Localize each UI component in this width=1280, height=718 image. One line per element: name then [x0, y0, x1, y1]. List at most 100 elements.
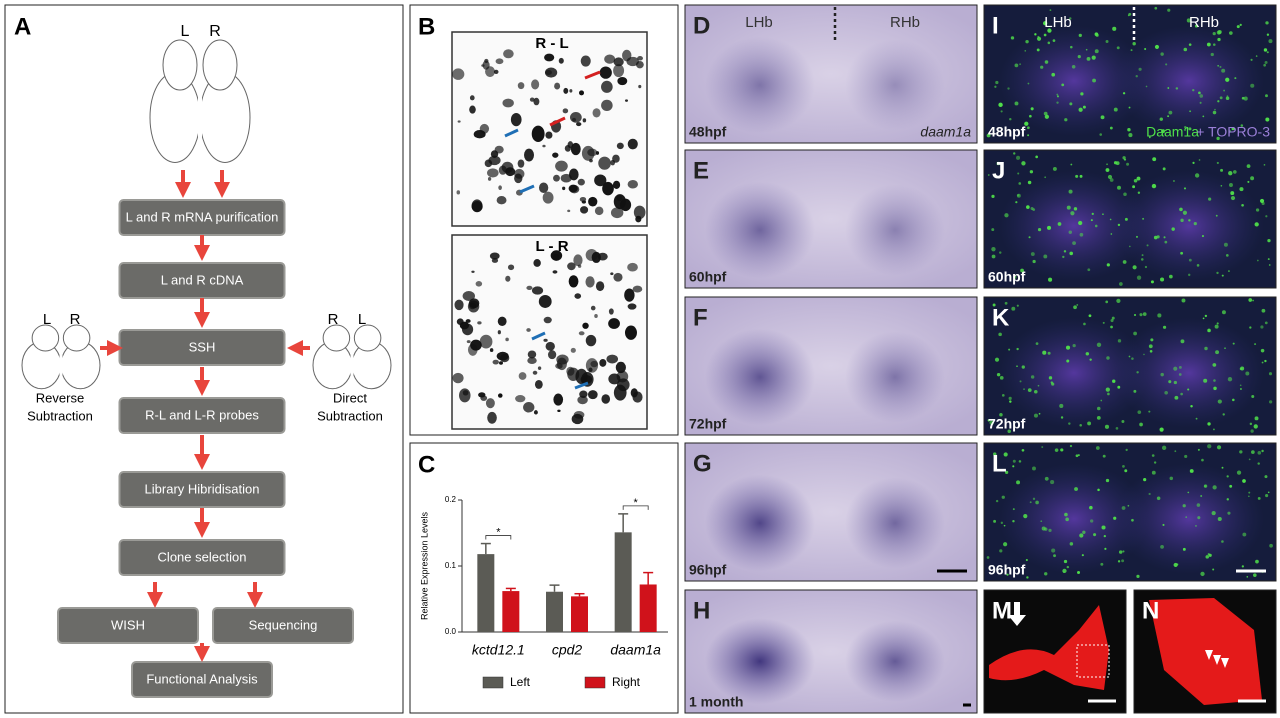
stage-label: 72hpf: [988, 416, 1026, 432]
signal-dot: [1268, 39, 1273, 44]
step-box: [118, 471, 286, 508]
blot-spot: [514, 168, 525, 179]
signal-dot: [996, 372, 1001, 377]
step-text: L and R mRNA purification: [126, 209, 279, 224]
signal-dot: [1001, 495, 1005, 499]
signal-dot: [1242, 479, 1246, 483]
blot-spot: [531, 286, 544, 295]
signal-dot: [1018, 182, 1022, 185]
signal-dot: [1036, 36, 1042, 41]
signal-dot: [1030, 207, 1034, 211]
signal-dot: [1266, 33, 1270, 36]
signal-dot: [1167, 87, 1170, 89]
signal-dot: [993, 519, 997, 523]
blot-spot: [526, 285, 533, 290]
signal-dot: [1012, 459, 1016, 463]
signal-dot: [1104, 424, 1110, 429]
signal-dot: [1267, 258, 1270, 261]
signal-dot: [1201, 234, 1205, 238]
y-axis-label: Relative Expression Levels: [419, 511, 429, 620]
signal-dot: [1132, 265, 1137, 270]
signal-dot: [1053, 554, 1056, 558]
signal-dot: [1241, 96, 1245, 100]
signal-dot: [1063, 250, 1067, 253]
signal-dot: [1223, 89, 1226, 92]
signal-dot: [1263, 48, 1268, 52]
signal-dot: [1048, 528, 1052, 533]
signal-dot: [1105, 387, 1110, 392]
signal-dot: [1012, 508, 1015, 511]
signal-dot: [1210, 52, 1214, 57]
blot-spot: [624, 325, 637, 340]
signal-dot: [1089, 358, 1092, 361]
signal-dot: [1016, 480, 1021, 485]
signal-dot: [1117, 385, 1121, 389]
signal-dot: [1139, 313, 1143, 317]
signal-dot: [1136, 371, 1139, 374]
brain-drawing: [31, 324, 60, 352]
signal-dot: [1069, 17, 1072, 20]
blot-spot: [544, 53, 555, 62]
signal-dot: [1182, 547, 1186, 551]
signal-dot: [1092, 78, 1096, 83]
blot-spot: [581, 145, 595, 161]
signal-dot: [1059, 403, 1064, 408]
blot-spot: [599, 359, 607, 367]
y-tick-label: 0.1: [445, 561, 457, 570]
signal-dot: [1094, 224, 1098, 228]
blot-spot: [507, 264, 515, 271]
signal-dot: [1265, 118, 1268, 121]
signal-dot: [1263, 63, 1266, 67]
signal-dot: [1217, 100, 1220, 103]
signal-dot: [1157, 313, 1162, 318]
signal-dot: [1124, 469, 1128, 473]
blot-spot: [637, 56, 644, 61]
signal-dot: [1226, 498, 1229, 501]
blot-spot: [471, 200, 483, 212]
signal-dot: [1169, 476, 1174, 481]
signal-dot: [1089, 505, 1093, 510]
signal-dot: [1128, 106, 1131, 109]
signal-dot: [1187, 388, 1190, 391]
signal-dot: [1189, 110, 1192, 113]
signal-dot: [1027, 180, 1032, 185]
signal-dot: [1032, 466, 1036, 471]
signal-dot: [1051, 548, 1056, 553]
signal-dot: [1046, 225, 1052, 230]
signal-dot: [1216, 136, 1220, 141]
signal-dot: [1159, 117, 1164, 121]
signal-dot: [1019, 63, 1022, 66]
signal-dot: [991, 228, 995, 232]
blot-spot: [582, 322, 589, 329]
signal-dot: [1255, 208, 1260, 212]
signal-dot: [1110, 325, 1113, 329]
signal-dot: [1164, 391, 1168, 395]
step-text: L and R cDNA: [161, 272, 244, 287]
signal-dot: [1141, 254, 1144, 257]
signal-dot: [989, 420, 994, 425]
signal-dot: [1070, 163, 1073, 166]
signal-dot: [1119, 282, 1123, 286]
blot-spot: [554, 82, 561, 90]
signal-dot: [1204, 314, 1208, 318]
signal-dot: [1230, 196, 1236, 201]
signal-dot: [1267, 491, 1270, 494]
signal-dot: [1260, 348, 1265, 353]
signal-dot: [1048, 376, 1053, 380]
blot-spot: [497, 393, 503, 398]
signal-dot: [1197, 516, 1201, 520]
signal-dot: [1232, 398, 1235, 402]
blot-spot: [558, 57, 564, 64]
signal-dot: [1253, 573, 1257, 577]
region-label: RHb: [1189, 14, 1219, 31]
signal-dot: [1202, 115, 1205, 118]
signal-dot: [1074, 487, 1078, 491]
signal-dot: [1128, 133, 1133, 138]
blot-spot: [570, 142, 581, 156]
signal-dot: [1068, 189, 1073, 194]
signal-dot: [1127, 14, 1130, 17]
blot-spot: [465, 319, 471, 323]
signal-dot: [1034, 33, 1037, 36]
signal-dot: [995, 80, 999, 85]
blot-spot: [598, 156, 611, 170]
